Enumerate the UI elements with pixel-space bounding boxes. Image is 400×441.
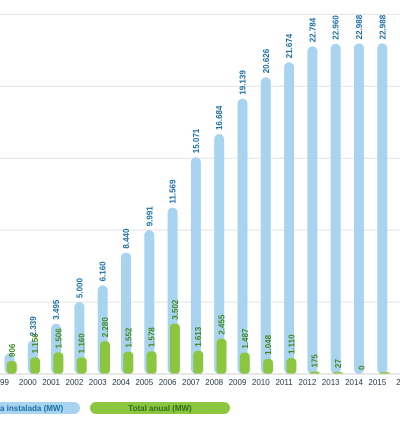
label-cumulative-2001: 3.495 — [52, 299, 61, 320]
label-cumulative-2013: 22.960 — [332, 15, 341, 40]
tick-2016: 20 — [396, 378, 400, 387]
bar-cumulative-2014 — [354, 43, 364, 374]
tick-2014: 2014 — [345, 378, 363, 387]
label-annual-2004: 2.280 — [101, 317, 110, 338]
tick-1999: 99 — [0, 378, 9, 387]
tick-2013: 2013 — [322, 378, 340, 387]
tick-2012: 2012 — [299, 378, 317, 387]
tick-2010: 2010 — [252, 378, 270, 387]
label-cumulative-2015: 22.988 — [378, 14, 387, 39]
tick-2006: 2006 — [159, 378, 177, 387]
bars — [4, 43, 390, 375]
tick-2015: 2015 — [368, 378, 386, 387]
bar-annual-2002 — [53, 352, 64, 374]
label-cumulative-2012: 22.784 — [308, 17, 317, 42]
label-annual-2003: 1.160 — [78, 333, 87, 354]
bar-annual-2008 — [193, 350, 204, 374]
label-cumulative-2007: 15.071 — [192, 128, 201, 153]
legend: a instalada (MW) Total anual (MW) — [0, 402, 230, 414]
bar-cumulative-2005 — [144, 230, 155, 374]
tick-2011: 2011 — [275, 378, 293, 387]
data-labels: 7202.3399063.4951.1565.0001.5066.1601.16… — [8, 14, 387, 370]
label-annual-2010: 1.487 — [241, 328, 250, 349]
bar-cumulative-2011 — [284, 62, 295, 374]
bar-cumulative-2013 — [330, 43, 341, 375]
tick-2007: 2007 — [182, 378, 200, 387]
bar-cumulative-2004 — [121, 252, 131, 374]
label-annual-2011: 1.048 — [264, 334, 273, 355]
label-cumulative-2000: 2.339 — [29, 316, 38, 337]
bar-annual-2006 — [146, 351, 157, 374]
bar-annual-2007 — [169, 323, 180, 374]
legend-swatch-annual — [90, 402, 230, 414]
bar-cumulative-2007 — [190, 157, 201, 374]
tick-2002: 2002 — [66, 378, 84, 387]
label-cumulative-2003: 6.160 — [99, 261, 108, 282]
label-cumulative-2002: 5.000 — [75, 278, 84, 299]
label-annual-2013: 175 — [311, 354, 320, 368]
bar-annual-2001 — [30, 357, 41, 374]
tick-2003: 2003 — [89, 378, 107, 387]
tick-2008: 2008 — [205, 378, 223, 387]
label-annual-2001: 1.156 — [31, 333, 40, 354]
tick-2009: 2009 — [229, 378, 247, 387]
label-annual-2007: 3.502 — [171, 299, 180, 320]
label-annual-2009: 2.455 — [218, 314, 227, 335]
label-annual-2008: 1.613 — [194, 326, 203, 347]
label-cumulative-2006: 11.569 — [169, 179, 178, 204]
label-annual-2012: 1.110 — [287, 334, 296, 354]
label-cumulative-2010: 20.626 — [262, 48, 271, 73]
bar-annual-2013 — [309, 371, 320, 374]
legend-swatch-cumulative — [0, 402, 80, 414]
bar-cumulative-2008 — [214, 134, 225, 374]
bar-cumulative-2002 — [74, 302, 85, 374]
label-cumulative-2014: 22.988 — [355, 14, 364, 39]
bar-cumulative-2009 — [237, 98, 248, 375]
tick-2001: 2001 — [42, 378, 60, 387]
label-annual-2015: 0 — [357, 365, 366, 370]
label-annual-2005: 1.552 — [124, 327, 133, 348]
x-axis: 99 2000 2001 2002 2003 2004 2005 2006 2007 2008 20… — [0, 373, 400, 387]
bar-annual-2000 — [6, 360, 17, 374]
bar-annual-2010 — [239, 352, 250, 374]
label-cumulative-2009: 19.139 — [239, 70, 248, 95]
bar-annual-2004 — [100, 341, 110, 374]
label-annual-2006: 1.578 — [148, 327, 157, 348]
bar-annual-2003 — [76, 357, 87, 374]
legend-label-cumulative: a instalada (MW) — [0, 404, 63, 413]
label-cumulative-2011: 21.674 — [285, 33, 294, 58]
tick-2005: 2005 — [135, 378, 153, 387]
bar-cumulative-2015 — [377, 43, 388, 374]
label-cumulative-2005: 9.991 — [145, 206, 154, 227]
legend-label-annual: Total anual (MW) — [128, 404, 192, 413]
bar-annual-2011 — [263, 358, 274, 374]
bar-annual-2009 — [216, 338, 227, 374]
label-cumulative-2008: 16.684 — [215, 105, 224, 130]
tick-2000: 2000 — [19, 378, 37, 387]
bar-cumulative-2012 — [307, 46, 318, 374]
label-annual-2014: 27 — [334, 359, 343, 368]
bar-annual-2005 — [123, 351, 134, 374]
label-annual-2000: 906 — [8, 343, 17, 357]
bar-cumulative-2010 — [260, 77, 271, 375]
tick-2004: 2004 — [112, 378, 130, 387]
label-cumulative-2004: 8.440 — [122, 228, 131, 249]
bar-annual-2012 — [286, 358, 297, 374]
label-annual-2002: 1.506 — [54, 328, 63, 349]
